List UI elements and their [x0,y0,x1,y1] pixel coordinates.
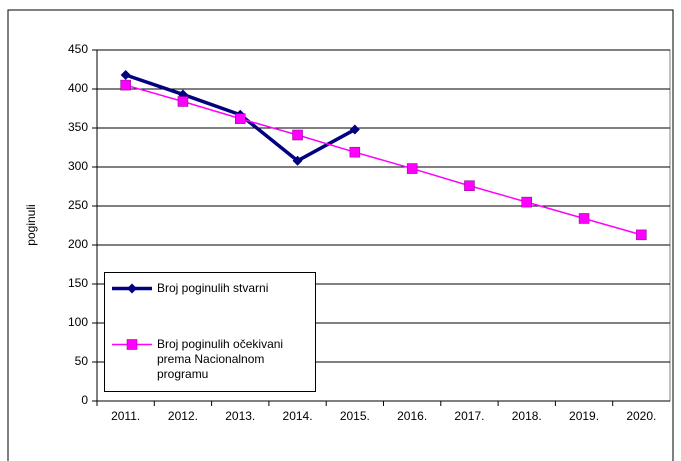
x-tick-label: 2014. [283,409,313,423]
legend-swatch [112,339,152,350]
y-tick-label: 400 [68,81,88,95]
x-tick-label: 2012. [168,409,198,423]
marker [126,339,138,350]
x-tick-label: 2013. [225,409,255,423]
y-tick-label: 300 [68,159,88,173]
x-tick-label: 2019. [569,409,599,423]
marker [521,196,532,208]
frame [7,9,674,461]
marker [349,124,360,135]
marker [235,113,246,124]
marker [120,79,131,91]
y-axis-label: poginuli [24,204,38,245]
legend-label: Broj poginulih stvarni [157,281,269,295]
x-tick-label: 2011. [111,409,140,423]
marker [406,163,418,174]
legend-label: Broj poginulih očekivani prema Nacionaln… [157,337,284,381]
x-tick-label: 2020. [626,409,656,423]
marker [636,229,647,241]
legend-swatch [112,283,152,294]
y-tick-label: 50 [75,354,89,368]
x-tick-label: 2015. [340,409,370,423]
x-tick-label: 2017. [454,409,484,423]
marker [292,155,303,166]
marker [292,129,303,141]
series-line [125,84,642,236]
marker [120,69,131,80]
x-tick-label: 2016. [397,409,427,423]
y-tick-label: 350 [68,120,88,134]
legend: Broj poginulih stvarni Broj poginulih oče… [104,272,316,392]
marker [578,213,590,224]
marker [464,180,475,191]
y-tick-label: 150 [68,276,88,290]
marker [349,146,361,158]
marker [127,283,137,294]
legend-entry: Broj poginulih stvarni [111,281,307,296]
y-tick-label: 250 [68,198,88,212]
y-tick-label: 200 [68,237,88,251]
x-tick-label: 2018. [512,409,542,423]
y-tick-label: 100 [68,315,88,329]
y-tick-label: 450 [68,42,88,56]
y-tick-label: 0 [81,393,88,407]
marker [177,96,189,107]
legend-entry: Broj poginulih očekivani prema Nacionaln… [111,337,307,382]
